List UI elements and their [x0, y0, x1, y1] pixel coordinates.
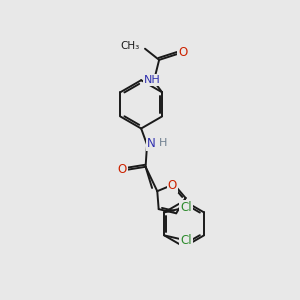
Text: H: H: [159, 138, 167, 148]
Text: NH: NH: [144, 75, 161, 85]
Text: O: O: [178, 46, 187, 59]
Text: O: O: [117, 163, 127, 176]
Text: N: N: [147, 137, 156, 150]
Text: Cl: Cl: [180, 234, 192, 247]
Text: Cl: Cl: [180, 201, 192, 214]
Text: CH₃: CH₃: [120, 41, 140, 51]
Text: O: O: [168, 179, 177, 192]
